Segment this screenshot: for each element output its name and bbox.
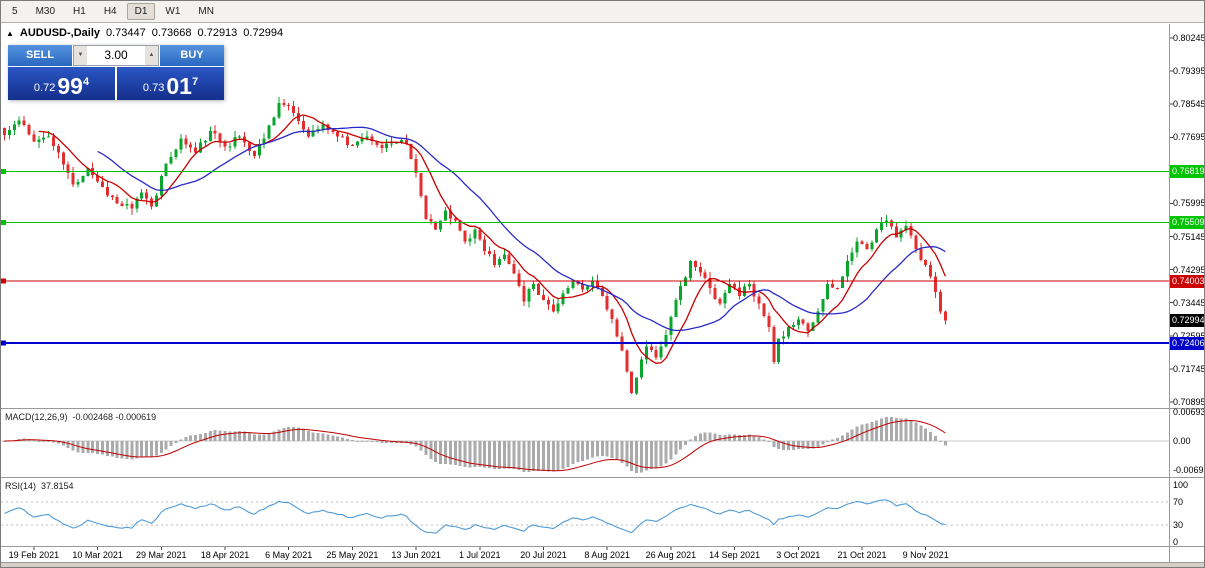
sell-price-sup: 4	[82, 76, 90, 88]
date-axis-label: 9 Nov 2021	[902, 550, 949, 560]
window-bottom-edge	[1, 563, 1204, 567]
timeframe-button-h1[interactable]: H1	[73, 6, 86, 17]
ohlc-close: 0.72994	[243, 27, 284, 39]
price-axis-tick: 0.74295	[1173, 264, 1205, 275]
hline-price-label: 0.76819	[1170, 164, 1205, 178]
chart-title: AUDUSD-,Daily	[19, 27, 100, 39]
rsi-axis-tick: 30	[1173, 519, 1184, 530]
rsi-axis-tick: 70	[1173, 497, 1184, 508]
timeframe-button-m30[interactable]: M30	[35, 6, 56, 17]
date-axis-label: 13 Jun 2021	[391, 550, 441, 560]
sell-price-big: 99	[57, 73, 83, 99]
price-axis-tick: 0.71745	[1173, 363, 1205, 374]
buy-price-display[interactable]: 0.73 01 7	[117, 67, 224, 100]
date-axis-label: 6 May 2021	[265, 550, 313, 560]
price-axis-tick: 0.75995	[1173, 198, 1205, 209]
macd-axis-tick: -0.006936	[1173, 464, 1204, 475]
rsi-indicator-label: RSI(14) 37.8154	[5, 481, 74, 491]
date-axis-label: 20 Jul 2021	[520, 550, 567, 560]
sell-button[interactable]: SELL	[8, 45, 72, 66]
timeframe-button-w1[interactable]: W1	[165, 6, 181, 17]
hline-price-label: 0.75509	[1170, 215, 1205, 229]
buy-price-prefix: 0.73	[142, 82, 165, 94]
macd-indicator-label: MACD(12,26,9) -0.002468 -0.000619	[5, 412, 156, 422]
rsi-name: RSI(14)	[5, 481, 37, 491]
date-axis-label: 18 Apr 2021	[200, 550, 250, 560]
price-axis-tick: 0.75145	[1173, 231, 1205, 242]
timeframe-button-mn[interactable]: MN	[198, 6, 214, 17]
chart-header: ▲ AUDUSD-,Daily 0.73447 0.73668 0.72913 …	[6, 27, 283, 39]
volume-input[interactable]: 3.00	[104, 48, 128, 62]
macd-values: -0.002468 -0.000619	[72, 412, 157, 422]
sell-price-display[interactable]: 0.72 99 4	[8, 67, 115, 100]
price-axis-tick: 0.73445	[1173, 297, 1205, 308]
date-axis-label: 19 Feb 2021	[8, 550, 60, 560]
price-axis-tick: 0.72595	[1173, 331, 1204, 341]
timeframe-toolbar: 5 M30 H1 H4 D1 W1 MN	[1, 1, 1204, 23]
buy-price-big: 01	[166, 73, 192, 99]
date-axis-label: 21 Oct 2021	[837, 550, 887, 560]
hline-price-label: 0.74003	[1170, 274, 1205, 288]
hline-price-label: 0.72406	[1170, 336, 1205, 350]
date-axis-label: 14 Sep 2021	[709, 550, 761, 560]
current-price-label: 0.72994	[1170, 313, 1205, 327]
ohlc-low: 0.72913	[197, 27, 238, 39]
rsi-value: 37.8154	[41, 481, 74, 491]
rsi-axis-tick: 100	[1173, 480, 1189, 490]
date-axis-label: 8 Aug 2021	[584, 550, 630, 560]
price-axis-tick: 0.80245	[1173, 33, 1205, 43]
volume-increase-button[interactable]: ▲	[145, 46, 158, 65]
price-axis-tick: 0.78545	[1173, 99, 1205, 110]
date-axis-label: 3 Oct 2021	[776, 550, 821, 560]
date-axis-label: 26 Aug 2021	[645, 550, 697, 560]
macd-axis-tick: 0.006936	[1173, 407, 1204, 417]
macd-axis-tick: 0.00	[1173, 436, 1191, 446]
macd-name: MACD(12,26,9)	[5, 412, 68, 422]
date-axis-label: 1 Jul 2021	[459, 550, 501, 560]
buy-price-sup: 7	[191, 76, 199, 88]
ohlc-open: 0.73447	[106, 27, 146, 39]
one-click-trading-panel: SELL ▼ 3.00 ▲ BUY 0.72 99 4 0.73 01 7	[8, 45, 224, 100]
price-axis-tick: 0.70895	[1173, 396, 1205, 407]
collapse-panel-icon[interactable]: ▲	[6, 28, 14, 38]
date-axis-label: 25 May 2021	[326, 550, 379, 560]
volume-field: ▼ 3.00 ▲	[73, 45, 159, 66]
timeframe-button-5[interactable]: 5	[12, 6, 18, 17]
rsi-axis-tick: 0	[1173, 537, 1179, 547]
date-axis-label: 10 Mar 2021	[72, 550, 123, 560]
sell-price-prefix: 0.72	[33, 82, 56, 94]
price-axis-tick: 0.77695	[1173, 132, 1205, 143]
ohlc-high: 0.73668	[151, 27, 192, 39]
buy-button[interactable]: BUY	[160, 45, 224, 66]
volume-decrease-button[interactable]: ▼	[74, 46, 87, 65]
price-axis-tick: 0.79395	[1173, 66, 1205, 77]
timeframe-button-h4[interactable]: H4	[103, 6, 117, 17]
date-axis-label: 29 Mar 2021	[136, 550, 187, 560]
timeframe-button-d1[interactable]: D1	[126, 3, 156, 20]
